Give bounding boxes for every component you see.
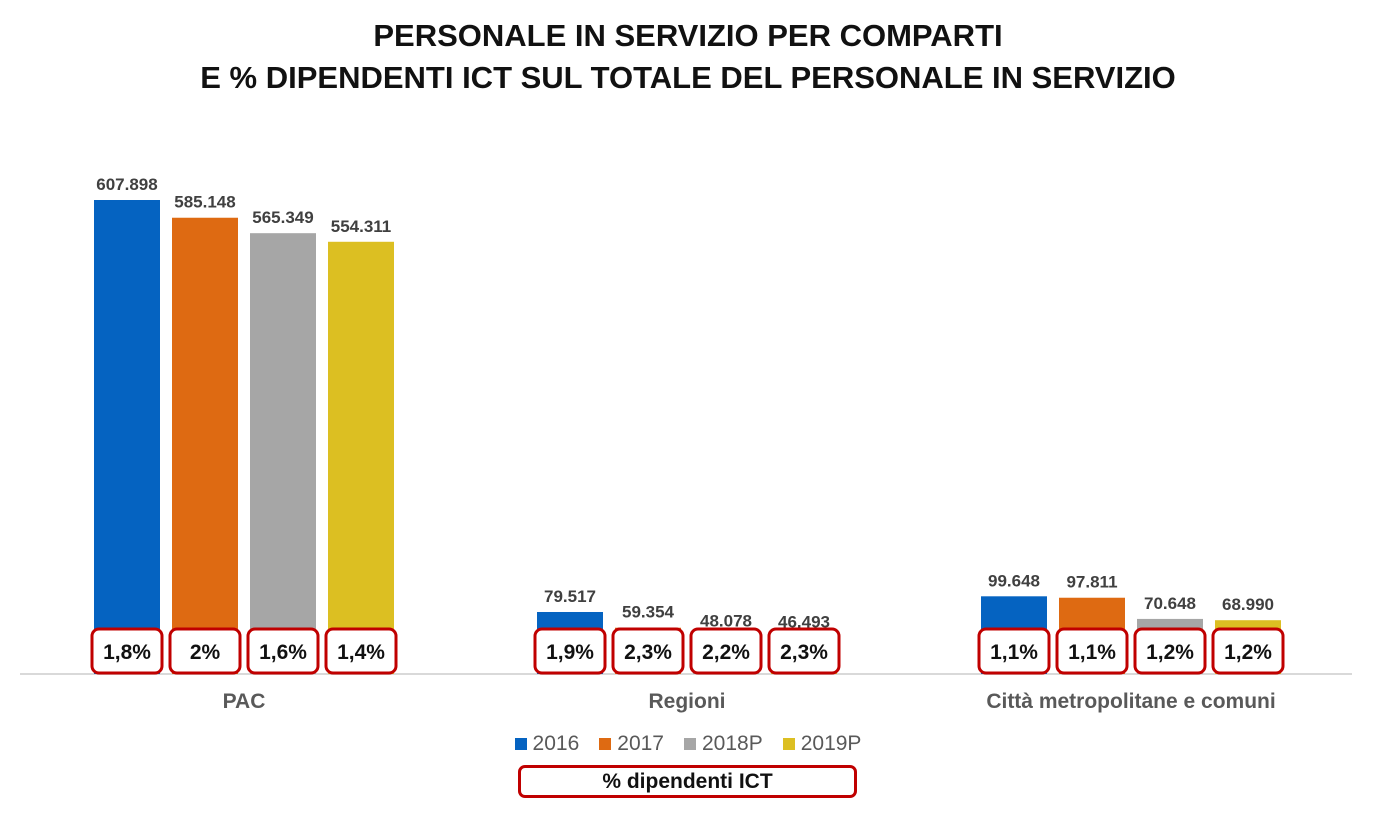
ict-percent-box <box>246 627 320 675</box>
legend-swatch <box>599 738 612 750</box>
bar <box>250 233 316 674</box>
bar <box>328 241 394 674</box>
ict-percent-label: 1,1% <box>1068 641 1116 664</box>
ict-legend-label: % dipendenti ICT <box>602 769 773 793</box>
ict-percent-box <box>611 627 685 675</box>
ict-percent-label: 2% <box>190 641 221 664</box>
ict-percent-box <box>689 627 763 675</box>
bar-value-label: 79.517 <box>544 587 596 606</box>
legend-label: 2018P <box>701 732 763 755</box>
legend-item: 2016 <box>514 732 580 756</box>
category-label: Regioni <box>649 690 726 713</box>
bar-value-label: 99.648 <box>988 571 1040 590</box>
legend-swatch <box>782 738 795 750</box>
ict-percent-box <box>533 627 607 675</box>
ict-percent-box <box>1133 627 1207 675</box>
ict-percent-label: 1,9% <box>546 641 594 664</box>
category-label: Città metropolitane e comuni <box>986 690 1275 713</box>
chart-title-line1: PERSONALE IN SERVIZIO PER COMPARTI <box>373 18 1003 53</box>
bar-value-label: 554.311 <box>331 217 392 236</box>
bar <box>94 200 160 674</box>
ict-percent-box <box>324 627 398 675</box>
legend-item: 2019P <box>782 732 862 756</box>
bar-value-label: 46.493 <box>778 613 830 632</box>
bar-value-label: 565.349 <box>252 208 313 227</box>
legend-label: 2016 <box>532 732 580 755</box>
ict-percent-label: 1,1% <box>990 641 1038 664</box>
ict-percent-label: 2,3% <box>624 641 672 664</box>
legend-label: 2019P <box>800 732 862 755</box>
ict-percent-label: 1,4% <box>337 641 385 664</box>
bar-value-label: 68.990 <box>1222 595 1274 614</box>
ict-percent-label: 2,3% <box>780 641 828 664</box>
ict-percent-label: 1,2% <box>1224 641 1272 664</box>
bar-value-label: 70.648 <box>1144 594 1196 613</box>
legend-label: 2017 <box>617 732 664 755</box>
ict-percent-label: 1,6% <box>259 641 307 664</box>
ict-percent-label: 1,2% <box>1146 641 1194 664</box>
legend-swatch <box>683 738 696 750</box>
ict-percent-box <box>1211 627 1285 675</box>
ict-percent-box <box>1055 627 1129 675</box>
category-label: PAC <box>223 690 266 713</box>
ict-percent-box <box>977 627 1051 675</box>
ict-percent-label: 2,2% <box>702 641 750 664</box>
ict-percent-box <box>168 627 242 675</box>
ict-percent-box <box>767 627 841 675</box>
chart-title-line2: E % DIPENDENTI ICT SUL TOTALE DEL PERSON… <box>200 60 1176 95</box>
legend-swatch <box>514 738 527 750</box>
bar-value-label: 585.148 <box>174 193 235 212</box>
ict-legend-box: % dipendenti ICT <box>518 765 857 798</box>
legend-item: 2017 <box>599 732 664 756</box>
chart-legend: 2016 2017 2018P 2019P <box>0 732 1376 756</box>
bar <box>172 217 238 674</box>
bar-value-label: 48.078 <box>700 612 752 631</box>
bar-value-label: 607.898 <box>96 175 157 194</box>
ict-percent-label: 1,8% <box>103 641 151 664</box>
bar-value-label: 97.811 <box>1066 573 1117 592</box>
legend-item: 2018P <box>683 732 763 756</box>
ict-percent-box <box>90 627 164 675</box>
bar-value-label: 59.354 <box>622 603 675 622</box>
